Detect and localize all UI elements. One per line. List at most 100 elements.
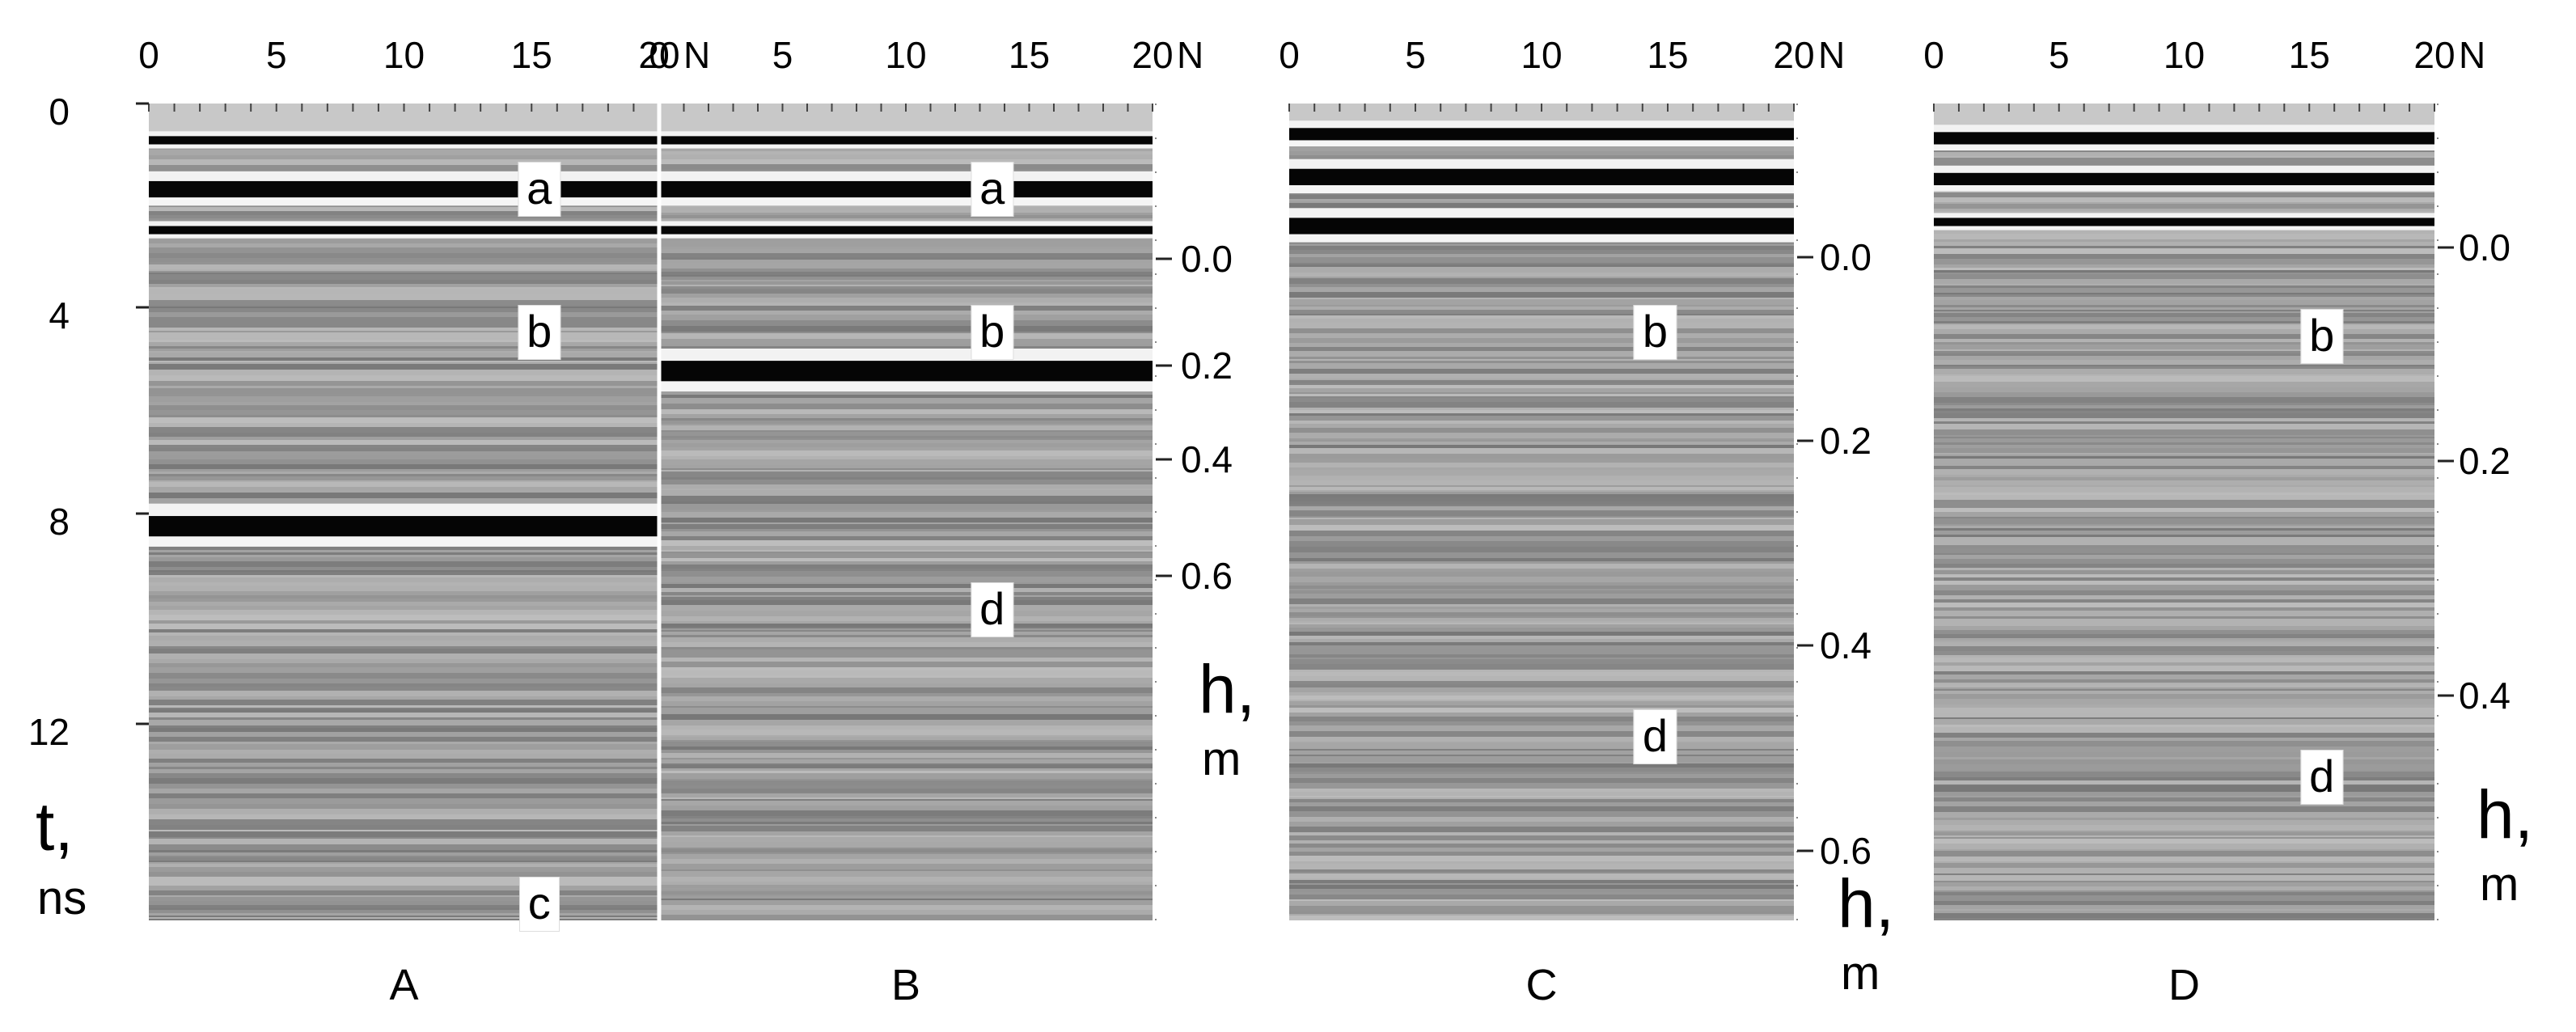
background-stripe bbox=[149, 361, 659, 362]
background-stripe bbox=[1934, 528, 2434, 531]
background-stripe bbox=[149, 764, 659, 767]
background-stripe bbox=[1289, 811, 1794, 817]
background-stripe bbox=[1289, 696, 1794, 700]
background-stripe bbox=[149, 215, 659, 218]
background-stripe bbox=[149, 881, 659, 886]
background-stripe bbox=[659, 558, 1153, 561]
background-stripe bbox=[149, 472, 659, 474]
background-stripe bbox=[1934, 679, 2434, 683]
time-tick-label: 0 bbox=[49, 91, 70, 133]
reflection-halo bbox=[1934, 185, 2434, 192]
background-stripe bbox=[659, 750, 1153, 753]
background-stripe bbox=[1289, 343, 1794, 347]
reflection-halo bbox=[659, 144, 1153, 149]
background-stripe bbox=[1289, 639, 1794, 642]
background-stripe bbox=[1934, 387, 2434, 392]
trace-tick-label: 5 bbox=[265, 34, 287, 76]
background-stripe bbox=[1289, 590, 1794, 594]
background-stripe bbox=[1934, 603, 2434, 607]
background-stripe bbox=[149, 338, 659, 340]
background-stripe bbox=[1289, 264, 1794, 267]
background-stripe bbox=[1289, 654, 1794, 658]
background-stripe bbox=[1289, 246, 1794, 250]
background-stripe bbox=[149, 577, 659, 582]
trace-tick-label: 0 bbox=[138, 34, 159, 76]
time-axis-name: t, bbox=[36, 789, 74, 865]
background-stripe bbox=[1934, 719, 2434, 725]
background-stripe bbox=[149, 148, 659, 150]
background-stripe bbox=[1934, 480, 2434, 485]
background-stripe bbox=[1934, 691, 2434, 694]
background-stripe bbox=[1289, 806, 1794, 811]
trace-tick-label: 20 bbox=[2413, 34, 2455, 76]
background-stripe bbox=[1289, 749, 1794, 751]
background-stripe bbox=[149, 211, 659, 215]
background-stripe bbox=[1934, 345, 2434, 349]
background-stripe bbox=[659, 662, 1153, 667]
background-stripe bbox=[149, 831, 659, 837]
reflection-halo bbox=[1934, 125, 2434, 133]
trace-unit-label: N bbox=[1177, 34, 1204, 76]
background-stripe bbox=[149, 287, 659, 289]
background-stripe bbox=[659, 835, 1153, 837]
background-stripe bbox=[659, 289, 1153, 290]
trace-tick-label: 10 bbox=[2163, 34, 2206, 76]
background-stripe bbox=[1934, 448, 2434, 453]
background-stripe bbox=[659, 810, 1153, 816]
background-stripe bbox=[1934, 369, 2434, 374]
background-stripe bbox=[149, 445, 659, 448]
depth-axis-unit: m bbox=[1202, 733, 1241, 785]
background-stripe bbox=[1934, 574, 2434, 577]
background-stripe bbox=[1289, 687, 1794, 692]
reflection-halo bbox=[149, 221, 659, 226]
background-stripe bbox=[149, 773, 659, 778]
background-stripe bbox=[659, 430, 1153, 432]
background-stripe bbox=[1289, 299, 1794, 305]
background-stripe bbox=[1289, 323, 1794, 328]
background-stripe bbox=[659, 504, 1153, 510]
background-stripe bbox=[659, 859, 1153, 864]
background-stripe bbox=[1289, 442, 1794, 445]
background-stripe bbox=[1289, 621, 1794, 623]
background-stripe bbox=[659, 628, 1153, 630]
background-stripe bbox=[659, 311, 1153, 315]
background-stripe bbox=[149, 705, 659, 708]
background-stripe bbox=[659, 905, 1153, 910]
background-stripe bbox=[659, 489, 1153, 490]
depth-tick-label: 0.0 bbox=[2459, 226, 2510, 269]
background-stripe bbox=[1934, 485, 2434, 487]
background-stripe bbox=[149, 353, 659, 357]
reflector-marker-d: d bbox=[2300, 750, 2344, 806]
background-stripe bbox=[659, 424, 1153, 425]
trace-unit-label: N bbox=[1818, 34, 1846, 76]
background-stripe bbox=[1289, 774, 1794, 778]
background-stripe bbox=[1289, 155, 1794, 160]
reflection-halo bbox=[149, 503, 659, 517]
background-stripe bbox=[659, 553, 1153, 558]
background-stripe bbox=[1289, 518, 1794, 519]
background-stripe bbox=[1934, 713, 2434, 717]
background-stripe bbox=[1289, 416, 1794, 421]
background-stripe bbox=[1934, 892, 2434, 895]
background-stripe bbox=[659, 877, 1153, 882]
background-stripe bbox=[1934, 365, 2434, 366]
reflection-band bbox=[1289, 168, 1794, 185]
background-stripe bbox=[1289, 768, 1794, 772]
trace-tick-label: 15 bbox=[1647, 34, 1689, 76]
background-stripe bbox=[659, 459, 1153, 465]
background-stripe bbox=[149, 744, 659, 750]
background-stripe bbox=[149, 595, 659, 598]
background-stripe bbox=[659, 595, 1153, 597]
background-stripe bbox=[1289, 505, 1794, 506]
panel-label-b: B bbox=[890, 961, 921, 1009]
background-stripe bbox=[659, 740, 1153, 742]
background-stripe bbox=[1934, 285, 2434, 288]
background-stripe bbox=[659, 529, 1153, 531]
background-stripe bbox=[149, 155, 659, 159]
background-stripe bbox=[149, 555, 659, 557]
background-stripe bbox=[1934, 321, 2434, 324]
background-stripe bbox=[1289, 797, 1794, 799]
background-stripe bbox=[149, 582, 659, 586]
background-stripe bbox=[1934, 202, 2434, 204]
